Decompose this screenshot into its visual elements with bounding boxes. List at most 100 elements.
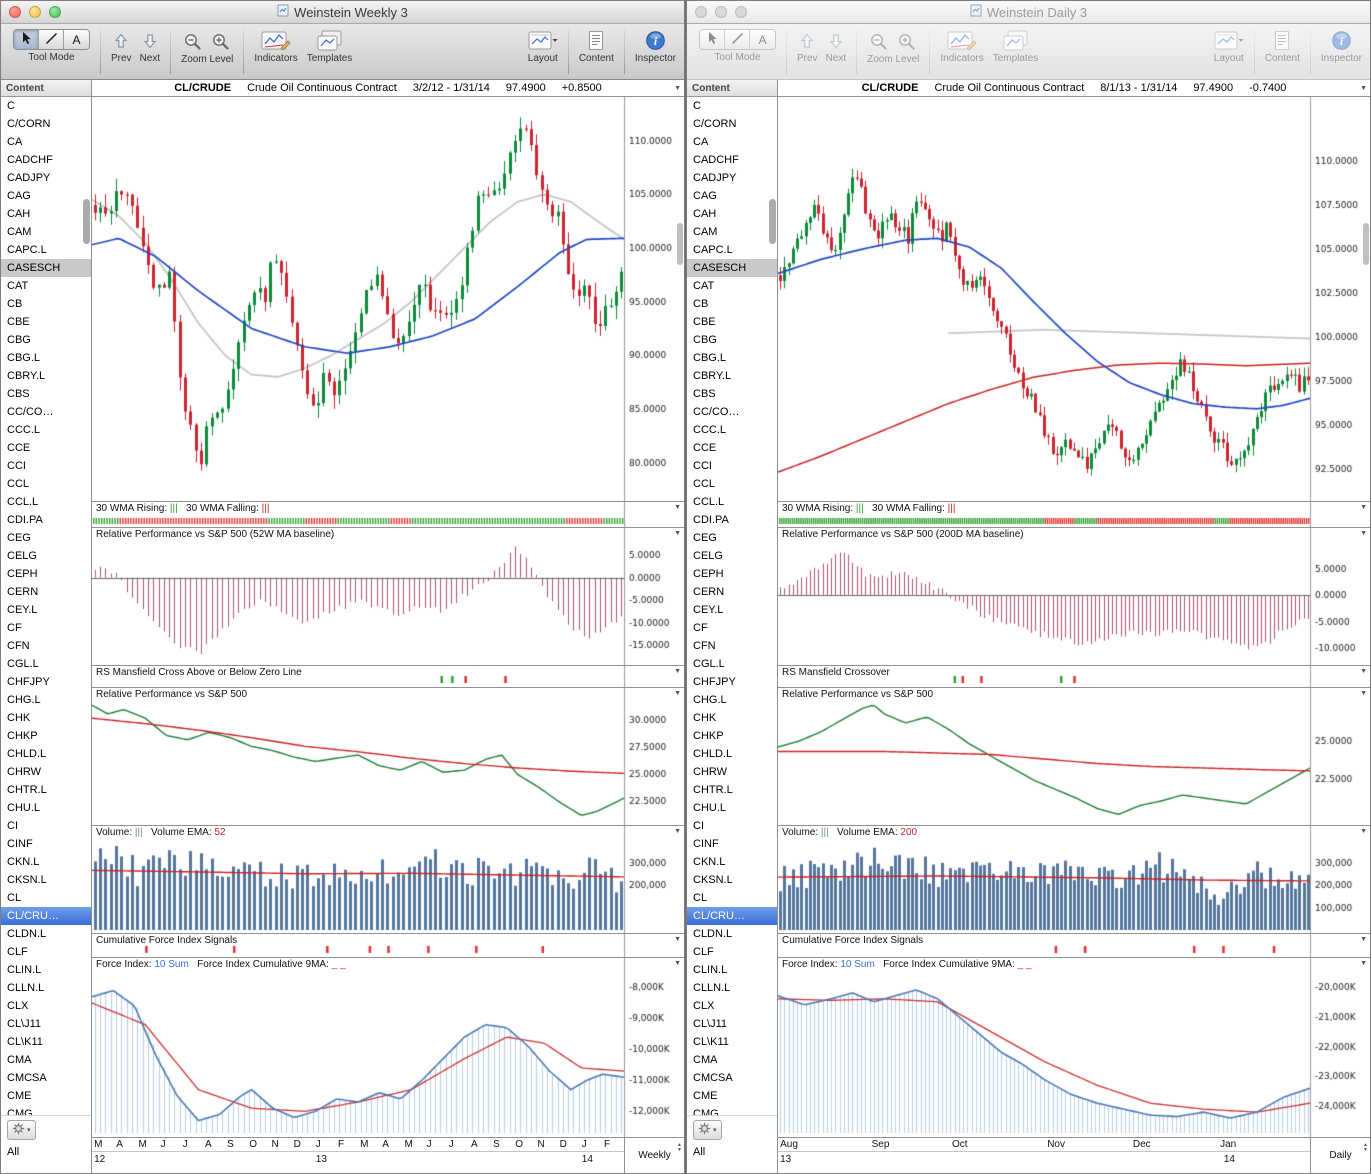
- list-item-symbol[interactable]: CLLN.L: [693, 982, 731, 994]
- list-item-symbol[interactable]: CAG: [693, 190, 717, 202]
- pane-collapse-button[interactable]: ▼: [1360, 504, 1367, 511]
- list-item-symbol[interactable]: CAPC.L: [693, 244, 733, 256]
- pane-canvas-wma-strip[interactable]: [92, 502, 684, 527]
- list-item-symbol[interactable]: CMCSA: [7, 1072, 47, 1084]
- list-item-symbol[interactable]: CKN.L: [693, 856, 726, 868]
- pane-canvas-rp-lines[interactable]: [92, 688, 684, 825]
- list-item-symbol[interactable]: CCL.L: [693, 496, 725, 508]
- list-item-symbol[interactable]: CBG.L: [7, 352, 41, 364]
- list-item-symbol[interactable]: CBRY.L: [693, 370, 732, 382]
- list-item-symbol[interactable]: CHTR.L: [693, 784, 733, 796]
- list-item-symbol[interactable]: CME: [7, 1090, 32, 1102]
- line-tool-button[interactable]: [725, 30, 750, 49]
- list-item-symbol[interactable]: CGL.L: [7, 658, 39, 670]
- inspector-button[interactable]: i Inspector: [1321, 29, 1362, 64]
- periodicity-stepper[interactable]: ▲ ▼: [1363, 1142, 1368, 1153]
- pane-collapse-button[interactable]: ▼: [1360, 828, 1367, 835]
- list-item-symbol[interactable]: CCE: [7, 442, 31, 454]
- pane-collapse-button[interactable]: ▼: [1360, 936, 1367, 943]
- list-item-symbol[interactable]: CCL: [693, 478, 716, 490]
- list-item-symbol[interactable]: CL\J11: [693, 1018, 728, 1030]
- list-item-symbol[interactable]: CL\J11: [7, 1018, 42, 1030]
- list-item-symbol[interactable]: CHLD.L: [7, 748, 47, 760]
- list-item-symbol[interactable]: C/CORN: [693, 118, 737, 130]
- inspector-button[interactable]: i Inspector: [635, 29, 676, 64]
- list-item-symbol[interactable]: CADJPY: [693, 172, 737, 184]
- list-item-symbol[interactable]: CAG: [7, 190, 31, 202]
- list-item-symbol[interactable]: CMA: [693, 1054, 718, 1066]
- list-item-symbol[interactable]: CMG: [693, 1108, 719, 1115]
- pane-collapse-button[interactable]: ▼: [674, 690, 681, 697]
- list-item-symbol[interactable]: CEPH: [7, 568, 38, 580]
- pane-collapse-button[interactable]: ▼: [1360, 690, 1367, 697]
- templates-button[interactable]: Templates: [993, 29, 1038, 64]
- list-item-symbol[interactable]: CELG: [7, 550, 37, 562]
- list-item-symbol[interactable]: CHKP: [7, 730, 38, 742]
- list-item-symbol[interactable]: CGL.L: [693, 658, 725, 670]
- list-item-symbol[interactable]: CC/CO…: [7, 406, 54, 418]
- list-item-symbol[interactable]: CAM: [693, 226, 718, 238]
- list-item-symbol[interactable]: CHLD.L: [693, 748, 733, 760]
- list-item-symbol[interactable]: CERN: [7, 586, 39, 598]
- pane-collapse-button[interactable]: ▼: [674, 936, 681, 943]
- list-item-symbol[interactable]: CI: [693, 820, 704, 832]
- list-item-symbol[interactable]: CL/CRU…: [1, 907, 91, 925]
- list-item-symbol[interactable]: CEY.L: [7, 604, 38, 616]
- list-filter-label[interactable]: All: [7, 1146, 20, 1158]
- pane-collapse-button[interactable]: ▼: [1360, 85, 1367, 92]
- list-item-symbol[interactable]: CHK: [7, 712, 31, 724]
- pane-canvas-force-index[interactable]: [778, 958, 1370, 1137]
- list-item-symbol[interactable]: CHFJPY: [693, 676, 736, 688]
- list-item-symbol[interactable]: CHG.L: [693, 694, 727, 706]
- line-tool-button[interactable]: [39, 30, 64, 49]
- prev-button[interactable]: Prev: [797, 29, 818, 64]
- list-item-symbol[interactable]: C/CORN: [7, 118, 51, 130]
- pointer-tool-button[interactable]: [700, 30, 725, 49]
- list-item-symbol[interactable]: CMCSA: [693, 1072, 733, 1084]
- pane-canvas-mansfield[interactable]: [778, 666, 1370, 687]
- list-item-symbol[interactable]: CHRW: [7, 766, 42, 778]
- list-item-symbol[interactable]: CLIN.L: [7, 964, 42, 976]
- list-item-symbol[interactable]: CF: [693, 622, 708, 634]
- periodicity-control[interactable]: Weekly ▲ ▼: [624, 1138, 684, 1173]
- list-item-symbol[interactable]: CL/CRU…: [687, 907, 777, 925]
- templates-button[interactable]: Templates: [307, 29, 352, 64]
- list-item-symbol[interactable]: CADCHF: [693, 154, 739, 166]
- list-item-symbol[interactable]: CL: [7, 892, 22, 904]
- pane-collapse-button[interactable]: ▼: [674, 530, 681, 537]
- list-item-symbol[interactable]: CLDN.L: [693, 928, 733, 940]
- list-item-symbol[interactable]: CCI: [693, 460, 712, 472]
- list-action-button[interactable]: ▾: [693, 1120, 722, 1140]
- list-item-symbol[interactable]: CC/CO…: [693, 406, 740, 418]
- pane-canvas-volume[interactable]: [778, 826, 1370, 933]
- zoom-in-button[interactable]: [897, 29, 917, 52]
- list-item-symbol[interactable]: CERN: [693, 586, 725, 598]
- next-button[interactable]: Next: [140, 29, 160, 64]
- list-item-symbol[interactable]: CL\K11: [693, 1036, 729, 1048]
- indicators-button[interactable]: Indicators: [254, 29, 298, 64]
- content-button[interactable]: Content: [579, 29, 614, 64]
- list-item-symbol[interactable]: CBG: [7, 334, 31, 346]
- list-item-symbol[interactable]: CAT: [7, 280, 29, 292]
- list-item-symbol[interactable]: CF: [7, 622, 22, 634]
- zoom-window-button[interactable]: [49, 6, 61, 18]
- list-item-symbol[interactable]: CME: [693, 1090, 718, 1102]
- list-item-symbol[interactable]: CCI: [7, 460, 26, 472]
- chart-scrollbar-thumb[interactable]: [677, 223, 683, 265]
- list-item-symbol[interactable]: CDI.PA: [7, 514, 43, 526]
- indicators-button[interactable]: Indicators: [940, 29, 984, 64]
- list-item-symbol[interactable]: CCL.L: [7, 496, 39, 508]
- layout-button[interactable]: Layout: [528, 29, 558, 64]
- list-item-symbol[interactable]: CA: [7, 136, 23, 148]
- pane-collapse-button[interactable]: ▼: [674, 960, 681, 967]
- list-item-symbol[interactable]: CBG: [693, 334, 717, 346]
- list-item-symbol[interactable]: CASESCH: [1, 259, 91, 277]
- list-item-symbol[interactable]: CHTR.L: [7, 784, 47, 796]
- chart-scrollbar-thumb[interactable]: [1363, 223, 1369, 265]
- list-item-symbol[interactable]: CKSN.L: [7, 874, 47, 886]
- list-item-symbol[interactable]: CEG: [693, 532, 717, 544]
- list-item-symbol[interactable]: CMG: [7, 1108, 33, 1115]
- zoom-window-button[interactable]: [735, 6, 747, 18]
- list-item-symbol[interactable]: CCC.L: [693, 424, 727, 436]
- pane-collapse-button[interactable]: ▼: [674, 668, 681, 675]
